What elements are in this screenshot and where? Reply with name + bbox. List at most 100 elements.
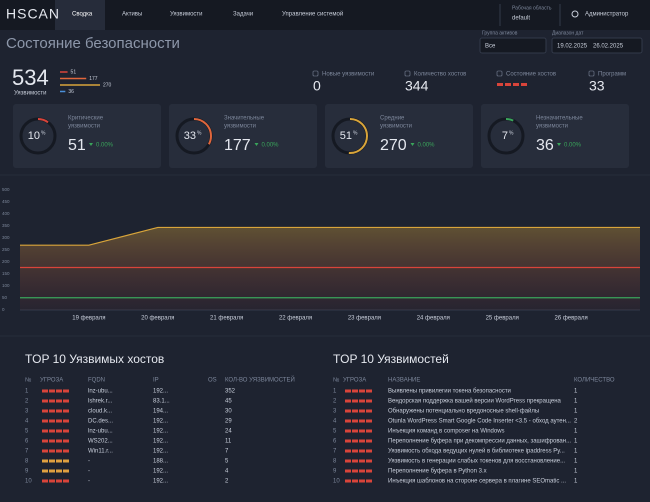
threat-dash <box>56 439 62 443</box>
ring-percent-sign: % <box>509 130 514 136</box>
threat-dash <box>49 419 55 423</box>
row-number: 10 <box>25 479 32 485</box>
threat-dash <box>63 409 69 413</box>
row-number: 9 <box>333 469 337 475</box>
user[interactable]: Администратор <box>585 12 629 18</box>
fqdn: lnz-ubu... <box>88 389 113 395</box>
y-tick-label: 0 <box>2 307 5 312</box>
x-tick-label: 25 февраля <box>486 316 519 322</box>
nav-tab[interactable]: Сводка <box>72 12 93 18</box>
count: 24 <box>225 429 232 435</box>
threat-dash <box>359 429 365 433</box>
series-line <box>20 226 640 246</box>
threat-dash <box>352 459 358 463</box>
nav-tab[interactable]: Задачи <box>233 12 253 18</box>
y-tick-label: 350 <box>2 223 10 228</box>
threat-dash <box>366 459 372 463</box>
fqdn: DC.des... <box>88 419 113 425</box>
count: 7 <box>225 449 229 455</box>
row-number: 6 <box>333 439 337 445</box>
count: 2 <box>225 479 229 485</box>
threat-dash <box>345 409 351 413</box>
count: 1 <box>574 479 578 485</box>
ring <box>488 118 524 154</box>
count: 1 <box>574 429 578 435</box>
y-tick-label: 50 <box>2 295 8 300</box>
status-dash <box>513 83 519 86</box>
fqdn: lnz-ubu... <box>88 429 113 435</box>
threat-dash <box>63 439 69 443</box>
card-label: уязвимости <box>68 124 100 130</box>
area <box>20 227 640 310</box>
stat-label: Состояние хостов <box>506 72 556 78</box>
vuln-name: Otunla WordPress Smart Google Code Inser… <box>388 419 571 425</box>
card-label: Средние <box>380 116 405 122</box>
threat-dash <box>359 449 365 453</box>
ip: 192... <box>153 439 168 445</box>
count: 1 <box>574 399 578 405</box>
breakdown-label: 177 <box>89 76 98 82</box>
stat-label: Программ <box>598 72 626 78</box>
nav-bar <box>0 0 650 30</box>
row-number: 9 <box>25 469 29 475</box>
count: 1 <box>574 439 578 445</box>
threat-dash <box>42 409 48 413</box>
row-number: 8 <box>25 459 29 465</box>
threat-dash <box>56 479 62 483</box>
card <box>481 104 629 168</box>
column-header: № <box>333 377 339 384</box>
row-number: 5 <box>25 429 29 435</box>
workspace[interactable]: default <box>512 16 530 22</box>
threat-dash <box>49 409 55 413</box>
vuln-name: Выявлены привилегии токена безопасности <box>388 389 511 395</box>
threat-dash <box>366 439 372 443</box>
ring-percent-sign: % <box>197 130 202 136</box>
count: 1 <box>574 449 578 455</box>
threat-dash <box>359 409 365 413</box>
hosts-title: TOP 10 Уязвимых хостов <box>25 352 164 366</box>
threat-dash <box>56 449 62 453</box>
count: 11 <box>225 439 232 445</box>
threat-dash <box>359 469 365 473</box>
x-tick-label: 26 февраля <box>554 316 587 322</box>
row-number: 1 <box>333 389 337 395</box>
status-dash <box>521 83 527 86</box>
row-number: 8 <box>333 459 337 465</box>
column-header: КОЛ-ВО УЯЗВИМОСТЕЙ <box>225 376 295 384</box>
threat-dash <box>366 419 372 423</box>
threat-dash <box>49 449 55 453</box>
page-title: Состояние безопасности <box>6 35 180 52</box>
count: 1 <box>574 409 578 415</box>
nav-tab[interactable]: Активы <box>122 12 142 18</box>
card-value: 270 <box>380 137 407 154</box>
nav-tab[interactable]: Управление системой <box>282 11 343 18</box>
vuln-name: Инъекция команд в composer на Windows <box>388 429 505 435</box>
threat-dash <box>366 449 372 453</box>
threat-dash <box>63 479 69 483</box>
column-header: НАЗВАНИЕ <box>388 378 420 384</box>
vuln-name: Уязвимость в генерации слабых токенов дл… <box>388 459 565 465</box>
fqdn: - <box>88 469 90 475</box>
logo[interactable]: HSCAN <box>6 6 60 22</box>
vulns-title: TOP 10 Уязвимостей <box>333 352 449 366</box>
card-label: уязвимости <box>380 124 412 130</box>
workspace-label: Рабочая область <box>512 5 552 11</box>
stat-value: 344 <box>405 78 429 94</box>
date-range[interactable] <box>551 37 643 54</box>
stat-icon <box>588 70 595 77</box>
ip: 192... <box>153 389 168 395</box>
row-number: 7 <box>25 449 29 455</box>
y-tick-label: 300 <box>2 235 10 240</box>
threat-dash <box>63 449 69 453</box>
breakdown-label: 270 <box>103 82 112 88</box>
threat-dash <box>56 429 62 433</box>
threat-dash <box>345 399 351 403</box>
nav-tab[interactable]: Уязвимости <box>170 12 203 18</box>
fqdn: cloud.k... <box>88 409 112 415</box>
threat-dash <box>49 399 55 403</box>
threat-dash <box>352 409 358 413</box>
threat-dash <box>49 479 55 483</box>
group-select[interactable] <box>479 37 547 54</box>
change-arrow <box>254 143 259 146</box>
